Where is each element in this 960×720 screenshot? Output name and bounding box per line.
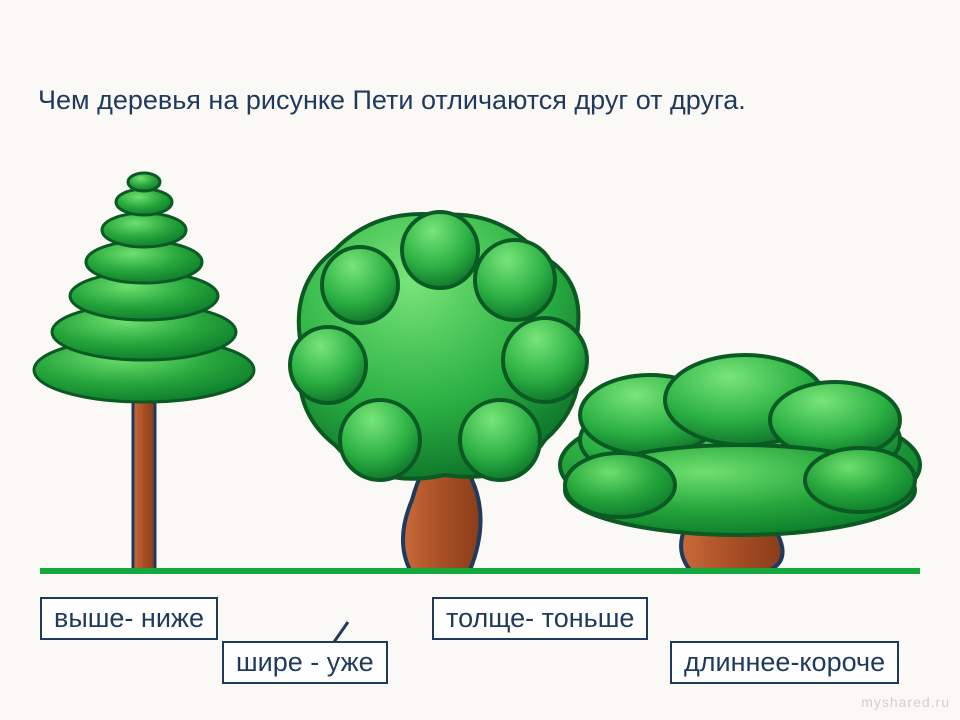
watermark: myshared.ru — [861, 694, 950, 710]
tree-round — [290, 212, 587, 570]
ground-line — [40, 568, 920, 574]
label-wider-narrower: шире - уже — [222, 641, 388, 684]
tree-wide — [560, 355, 920, 570]
label-taller-shorter: выше- ниже — [40, 597, 218, 640]
tree-tall — [34, 173, 254, 570]
label-thicker-thinner: толще- тоньше — [432, 597, 648, 640]
label-longer-shorter: длиннее-короче — [670, 641, 899, 684]
